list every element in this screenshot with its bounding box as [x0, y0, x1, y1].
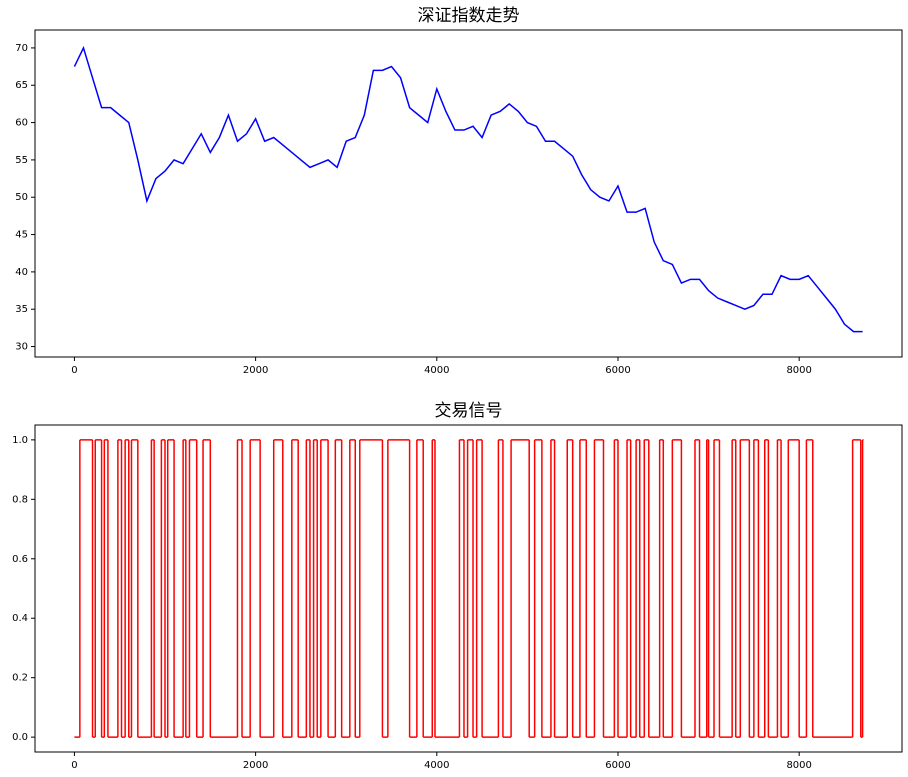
x-tick-label: 8000 [786, 760, 811, 771]
y-tick-label: 0.2 [12, 673, 28, 684]
x-tick-label: 2000 [243, 760, 268, 771]
y-tick-label: 1.0 [12, 435, 28, 446]
x-tick-label: 4000 [424, 760, 449, 771]
y-tick-label: 0.4 [12, 613, 28, 624]
x-tick-label: 6000 [605, 365, 630, 376]
chart-title: 深证指数走势 [418, 6, 520, 26]
y-tick-label: 0.8 [12, 494, 28, 505]
data-line [73, 45, 863, 333]
y-tick-label: 55 [15, 155, 28, 166]
y-tick-label: 45 [15, 230, 28, 241]
x-tick-label: 0 [71, 365, 77, 376]
y-tick-label: 60 [15, 118, 28, 129]
x-tick-label: 6000 [605, 760, 630, 771]
y-tick-label: 40 [15, 267, 28, 278]
x-tick-label: 2000 [243, 365, 268, 376]
y-tick-label: 65 [15, 80, 28, 91]
y-tick-label: 35 [15, 304, 28, 315]
y-tick-label: 50 [15, 192, 28, 203]
y-tick-label: 70 [15, 43, 28, 54]
x-tick-label: 4000 [424, 365, 449, 376]
x-tick-label: 0 [71, 760, 77, 771]
axes-frame [34, 29, 903, 358]
y-tick-label: 0.6 [12, 554, 28, 565]
chart-title: 交易信号 [435, 401, 503, 421]
x-tick-label: 8000 [786, 365, 811, 376]
y-tick-label: 0.0 [12, 732, 28, 743]
axes-frame [34, 424, 903, 753]
y-tick-label: 30 [15, 342, 28, 353]
